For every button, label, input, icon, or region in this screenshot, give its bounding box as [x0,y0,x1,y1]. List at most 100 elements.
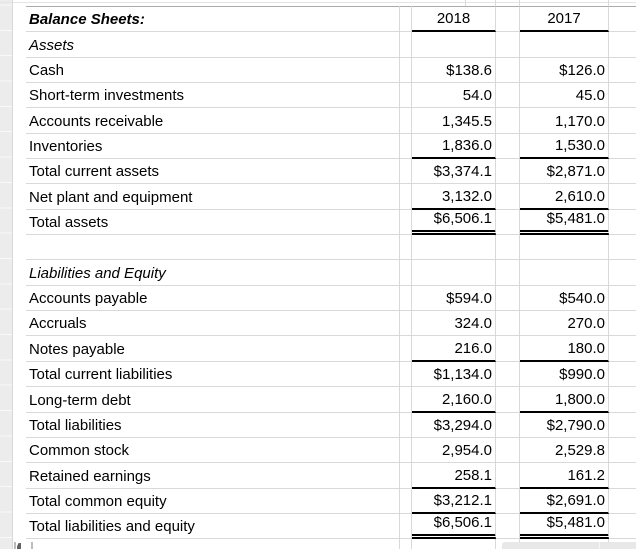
row-label-cell[interactable] [26,235,400,261]
row-label-cell[interactable]: Total current liabilities [26,361,400,388]
spacer-cell[interactable] [400,336,412,362]
row-label-cell[interactable]: Total assets [26,209,400,236]
value-2017-cell[interactable] [520,32,609,58]
spacer-cell[interactable] [496,57,520,84]
spacer-cell[interactable] [400,184,412,210]
value-2018-cell[interactable]: 258.1 [412,463,496,489]
trailing-cell[interactable] [609,286,636,312]
value-2017-cell[interactable]: $990.0 [520,361,609,388]
row-label-cell[interactable]: Short-term investments [26,83,400,109]
row-label-cell[interactable]: Notes payable [26,336,400,362]
trailing-cell[interactable] [609,58,636,84]
value-2018-cell[interactable]: 3,132.0 [412,184,496,210]
spacer-cell[interactable] [400,159,412,185]
spacer-cell[interactable] [496,488,520,514]
row-label-cell[interactable]: Liabilities and Equity [26,260,400,286]
trailing-cell[interactable] [609,413,636,438]
spacer-cell[interactable] [400,412,412,438]
value-2018-cell[interactable]: 2,954.0 [412,437,496,464]
value-2018-cell[interactable]: 1,345.5 [412,108,496,134]
spacer-cell[interactable] [400,108,412,134]
trailing-cell[interactable] [609,134,636,160]
value-2017-cell[interactable]: $2,790.0 [520,412,609,438]
value-2017-cell[interactable]: 1,800.0 [520,387,609,413]
spacer-cell[interactable] [400,361,412,388]
trailing-cell[interactable] [609,311,636,337]
row-label-cell[interactable]: Cash [26,57,400,84]
spacer-cell[interactable] [400,235,412,261]
spacer-cell[interactable] [496,361,520,388]
value-2018-cell[interactable] [412,539,496,549]
spacer-cell[interactable] [400,437,412,464]
value-2017-cell[interactable]: 1,170.0 [520,108,609,134]
value-2018-cell[interactable]: 216.0 [412,336,496,362]
value-2017-cell[interactable]: 45.0 [520,83,609,109]
horizontal-scrollbar[interactable] [502,542,636,549]
trailing-cell[interactable] [609,210,636,236]
trailing-cell[interactable] [609,489,636,514]
spacer-cell[interactable] [496,159,520,185]
spacer-cell[interactable] [400,133,412,160]
value-2018-cell[interactable]: 2,160.0 [412,387,496,413]
trailing-cell[interactable] [609,336,636,362]
spacer-cell[interactable] [496,0,520,7]
value-2017-cell[interactable]: 270.0 [520,311,609,337]
trailing-cell[interactable] [609,438,636,464]
spacer-cell[interactable] [496,412,520,438]
spacer-cell[interactable] [496,209,520,236]
spacer-cell[interactable] [496,311,520,337]
value-2018-cell[interactable]: $1,134.0 [412,361,496,388]
spacer-cell[interactable] [496,235,520,261]
value-2017-cell[interactable]: 2,610.0 [520,184,609,210]
spacer-cell[interactable] [496,133,520,160]
spacer-cell[interactable] [400,0,412,7]
spacer-cell[interactable] [400,311,412,337]
value-2018-cell[interactable]: 2018 [412,7,496,33]
spacer-cell[interactable] [400,513,412,540]
spacer-cell[interactable] [496,7,520,33]
value-2017-cell[interactable] [520,235,609,261]
value-2017-cell[interactable] [520,0,609,7]
trailing-cell[interactable] [609,108,636,134]
value-2017-cell[interactable]: $2,691.0 [520,488,609,514]
row-label-cell[interactable] [26,539,400,549]
trailing-cell[interactable] [609,235,636,261]
spacer-cell[interactable] [496,437,520,464]
spacer-cell[interactable] [496,83,520,109]
value-2018-cell[interactable]: $6,506.1 [412,209,496,236]
spacer-cell[interactable] [400,488,412,514]
spacer-cell[interactable] [400,539,412,549]
trailing-cell[interactable] [609,387,636,413]
value-2018-cell[interactable] [412,235,496,261]
trailing-cell[interactable] [609,32,636,58]
row-label-cell[interactable]: Assets [26,32,400,58]
spacer-cell[interactable] [400,209,412,236]
spacer-cell[interactable] [400,285,412,312]
spacer-cell[interactable] [400,260,412,286]
spacer-cell[interactable] [496,108,520,134]
value-2017-cell[interactable]: $126.0 [520,57,609,84]
spacer-cell[interactable] [400,32,412,58]
value-2018-cell[interactable]: $3,374.1 [412,159,496,185]
trailing-cell[interactable] [609,0,636,7]
row-label-cell[interactable]: Total liabilities [26,412,400,438]
value-2017-cell[interactable]: 180.0 [520,336,609,362]
value-2017-cell[interactable]: 2,529.8 [520,437,609,464]
value-2018-cell[interactable] [412,32,496,58]
row-label-cell[interactable]: Long-term debt [26,387,400,413]
trailing-cell[interactable] [609,159,636,185]
row-label-cell[interactable]: Net plant and equipment [26,184,400,210]
row-label-cell[interactable]: Accounts payable [26,285,400,312]
value-2018-cell[interactable]: $138.6 [412,57,496,84]
spacer-cell[interactable] [496,387,520,413]
spacer-cell[interactable] [496,513,520,540]
spacer-cell[interactable] [400,57,412,84]
value-2017-cell[interactable]: $5,481.0 [520,209,609,236]
value-2017-cell[interactable]: $5,481.0 [520,513,609,540]
spacer-cell[interactable] [496,184,520,210]
row-label-cell[interactable]: Inventories [26,133,400,160]
row-label-cell[interactable]: Balance Sheets: [26,7,400,33]
row-label-cell[interactable]: Accounts receivable [26,108,400,134]
value-2017-cell[interactable]: 161.2 [520,463,609,489]
value-2018-cell[interactable]: $3,212.1 [412,488,496,514]
